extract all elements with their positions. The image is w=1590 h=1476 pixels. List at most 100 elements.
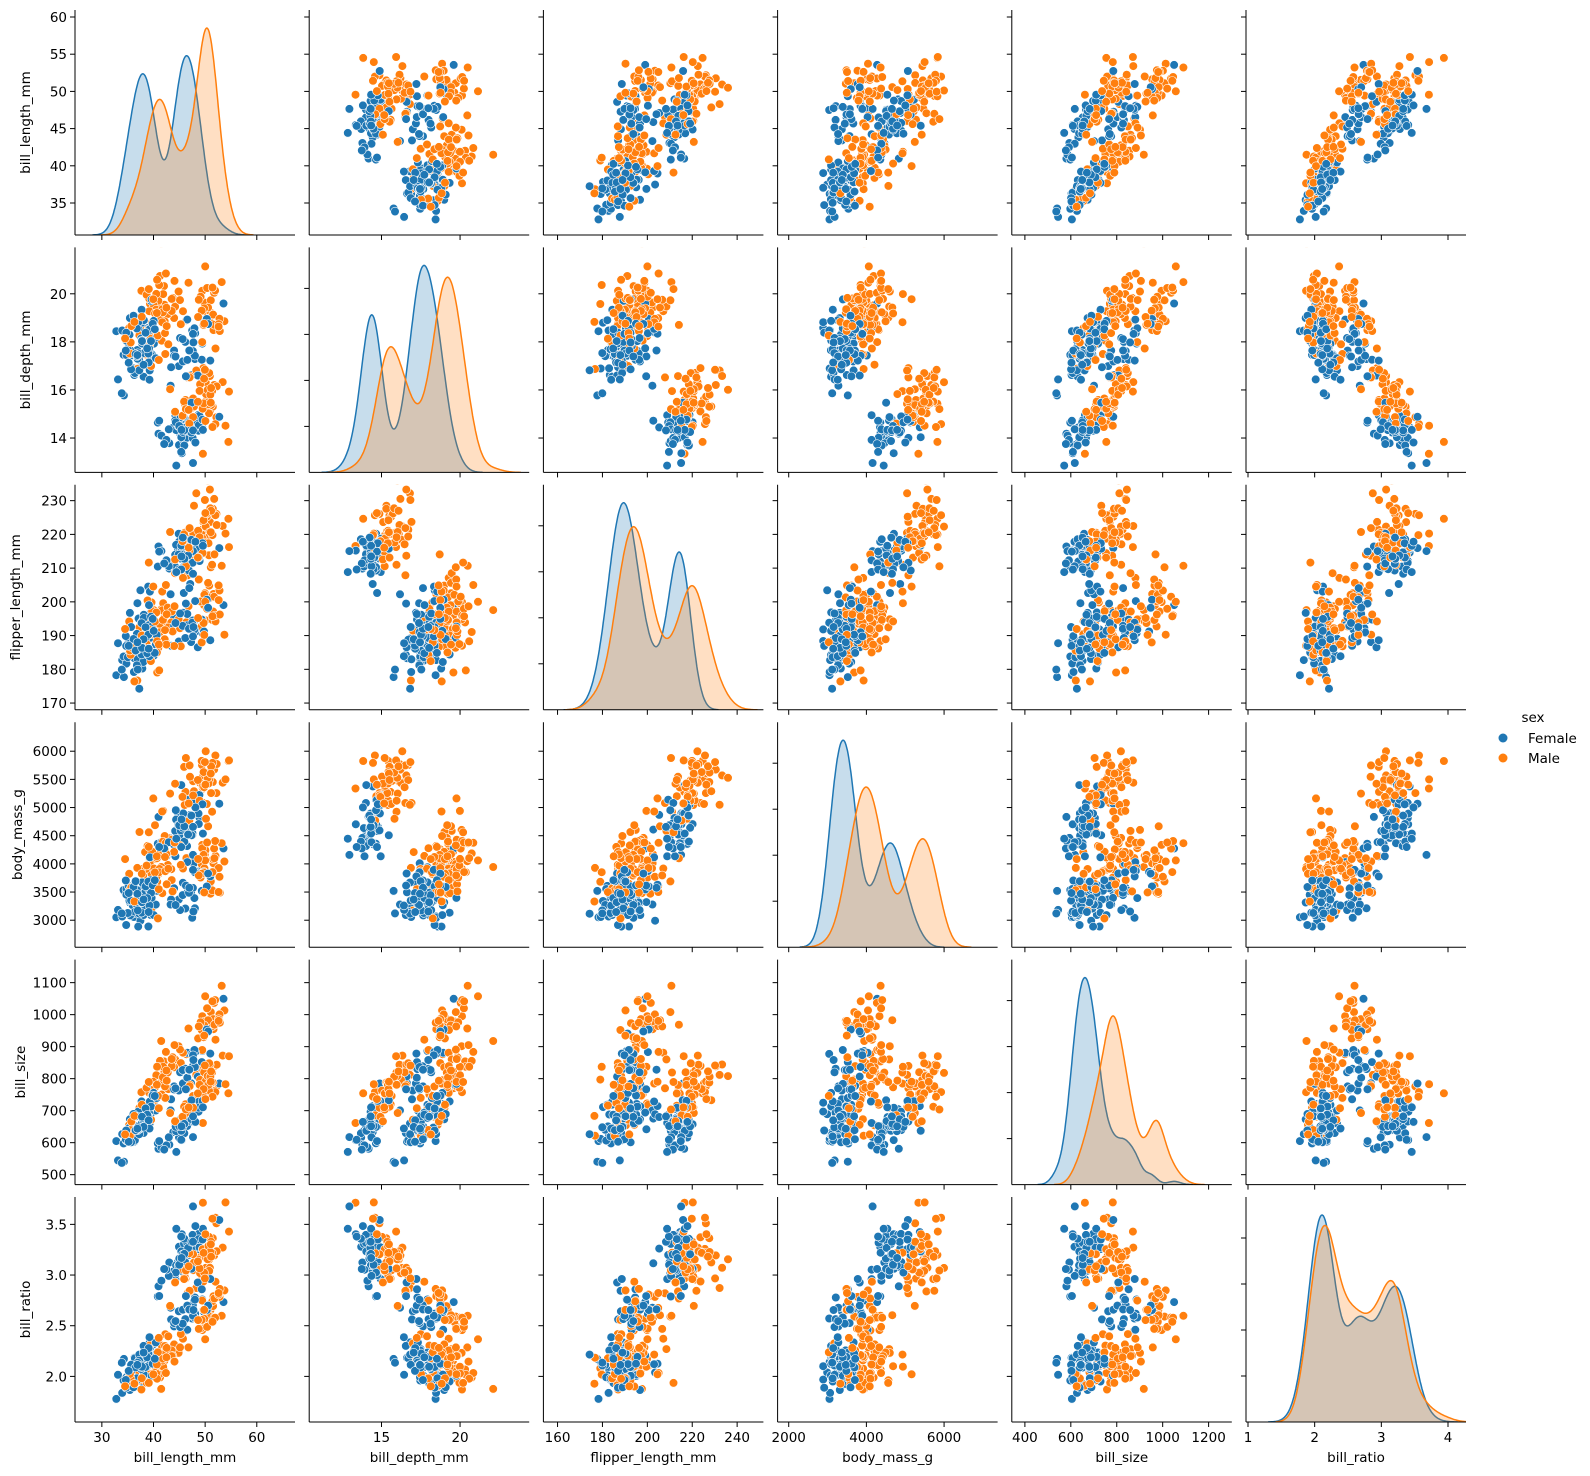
point-male bbox=[917, 538, 927, 548]
point-male bbox=[847, 321, 857, 331]
point-female bbox=[1075, 598, 1085, 608]
point-male bbox=[1117, 383, 1127, 393]
point-female bbox=[841, 184, 851, 194]
point-male bbox=[1153, 67, 1163, 77]
point-male bbox=[1396, 398, 1407, 408]
point-female bbox=[432, 648, 442, 658]
point-male bbox=[1334, 261, 1344, 272]
point-male bbox=[898, 598, 908, 608]
point-male bbox=[358, 53, 368, 63]
point-male bbox=[856, 283, 866, 293]
panel-bill_length_mm-vs-body_mass_g bbox=[772, 10, 998, 240]
point-male bbox=[1114, 488, 1124, 498]
point-female bbox=[352, 564, 362, 575]
point-female bbox=[1053, 374, 1063, 385]
point-male bbox=[444, 118, 454, 128]
point-male bbox=[1117, 639, 1128, 650]
point-female bbox=[830, 115, 841, 125]
point-male bbox=[876, 276, 886, 286]
point-female bbox=[407, 135, 417, 145]
point-female bbox=[1099, 159, 1109, 169]
point-female bbox=[1118, 119, 1128, 129]
panel-bill_depth_mm-vs-bill_depth_mm bbox=[304, 247, 530, 478]
point-male bbox=[934, 561, 945, 571]
point-male bbox=[674, 320, 684, 330]
point-male bbox=[616, 275, 626, 285]
kde-fill-male bbox=[564, 526, 758, 710]
point-female bbox=[1099, 324, 1109, 334]
point-male bbox=[379, 110, 389, 120]
point-female bbox=[902, 90, 913, 100]
point-female bbox=[1346, 351, 1356, 362]
kde-fill-female bbox=[321, 265, 483, 473]
point-male bbox=[679, 52, 689, 62]
point-male bbox=[165, 527, 175, 537]
point-female bbox=[1421, 458, 1432, 468]
point-male bbox=[1371, 407, 1382, 417]
point-male bbox=[462, 110, 472, 120]
point-female bbox=[838, 102, 848, 112]
point-female bbox=[411, 79, 422, 89]
point-female bbox=[389, 672, 399, 682]
plot-area bbox=[343, 52, 498, 224]
point-male bbox=[1099, 530, 1109, 540]
point-male bbox=[1424, 90, 1434, 100]
point-female bbox=[137, 336, 147, 346]
point-female bbox=[1319, 388, 1329, 398]
point-male bbox=[634, 65, 644, 75]
point-male bbox=[369, 57, 379, 67]
point-male bbox=[1311, 294, 1321, 304]
point-male bbox=[458, 168, 468, 178]
point-female bbox=[818, 624, 828, 635]
point-male bbox=[437, 188, 447, 198]
point-male bbox=[170, 407, 180, 417]
point-female bbox=[1077, 120, 1088, 131]
point-female bbox=[841, 637, 851, 647]
point-male bbox=[1099, 76, 1109, 86]
point-male bbox=[689, 78, 699, 88]
point-male bbox=[384, 97, 395, 107]
panel-bill_length_mm-vs-bill_depth_mm bbox=[304, 10, 530, 240]
point-male bbox=[883, 284, 893, 294]
point-male bbox=[939, 521, 949, 532]
point-female bbox=[182, 315, 192, 325]
point-male bbox=[691, 372, 702, 383]
point-female bbox=[125, 608, 135, 618]
point-female bbox=[159, 439, 169, 449]
point-female bbox=[1097, 362, 1107, 372]
point-female bbox=[368, 579, 378, 589]
point-male bbox=[193, 613, 203, 623]
point-male bbox=[451, 161, 462, 171]
point-female bbox=[828, 168, 838, 178]
point-male bbox=[824, 154, 834, 164]
point-male bbox=[674, 73, 684, 83]
point-male bbox=[1178, 62, 1188, 73]
point-male bbox=[1396, 78, 1407, 88]
point-male bbox=[1128, 61, 1138, 71]
point-male bbox=[1378, 374, 1388, 384]
point-male bbox=[841, 304, 851, 314]
point-female bbox=[1344, 119, 1354, 129]
point-male bbox=[395, 494, 406, 504]
point-female bbox=[828, 103, 839, 113]
point-female bbox=[1081, 537, 1091, 547]
point-male bbox=[152, 275, 162, 285]
point-male bbox=[1131, 143, 1141, 153]
point-female bbox=[170, 618, 181, 628]
point-male bbox=[458, 557, 468, 568]
panel-flipper_length_mm-vs-bill_ratio bbox=[1241, 484, 1466, 715]
point-male bbox=[902, 365, 912, 376]
point-female bbox=[1384, 588, 1394, 598]
y-axis-label: bill_length_mm bbox=[18, 71, 34, 174]
point-male bbox=[1140, 71, 1150, 82]
point-female bbox=[651, 109, 662, 119]
point-male bbox=[680, 374, 691, 384]
point-male bbox=[203, 578, 213, 588]
point-female bbox=[1322, 343, 1332, 354]
point-female bbox=[828, 644, 838, 654]
point-male bbox=[1329, 278, 1339, 288]
point-female bbox=[135, 585, 145, 595]
point-male bbox=[1385, 97, 1395, 107]
point-female bbox=[438, 112, 448, 122]
point-male bbox=[1104, 339, 1114, 349]
